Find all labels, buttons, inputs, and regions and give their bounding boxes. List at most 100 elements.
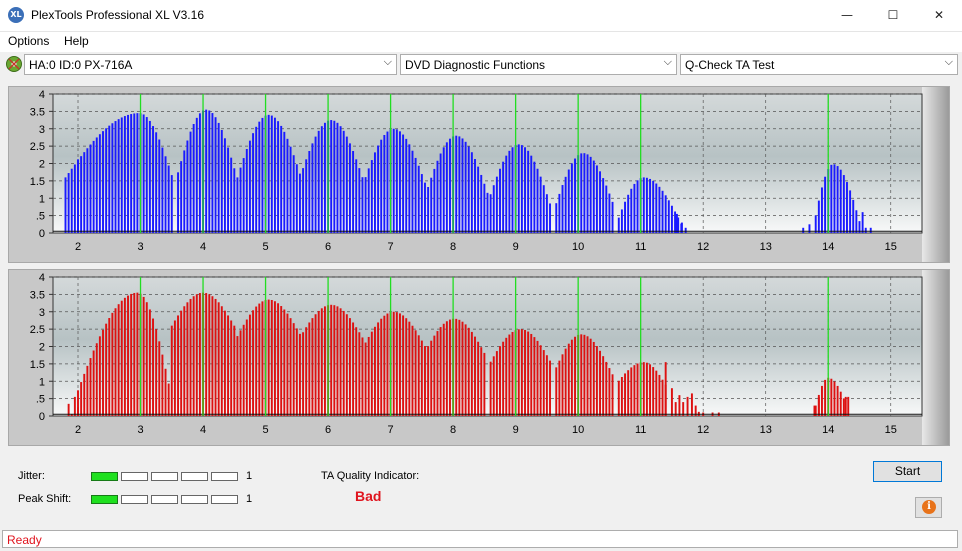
maximize-button[interactable]: ☐ — [887, 8, 899, 22]
chart-bar — [846, 182, 848, 233]
jitter-value: 1 — [246, 470, 253, 482]
chart-bar — [645, 362, 648, 416]
chart-bar — [230, 157, 233, 233]
chart-bar — [527, 331, 530, 416]
x-tick-label: 14 — [822, 241, 834, 253]
chart-bar — [205, 293, 208, 416]
chart-bar — [195, 117, 198, 233]
chart-bar — [564, 348, 567, 416]
menu-help[interactable]: Help — [64, 34, 89, 48]
chart-bar — [608, 368, 611, 416]
chart-bar — [499, 168, 501, 233]
drive-select[interactable]: HA:0 ID:0 PX-716A ⌵ — [24, 54, 397, 75]
chart-bar — [277, 303, 280, 416]
chart-bar — [461, 321, 464, 416]
meter-segment — [121, 495, 148, 504]
chart-bar — [602, 356, 605, 416]
start-button[interactable]: Start — [873, 461, 942, 482]
chevron-down-icon: ⌵ — [383, 56, 392, 68]
test-select[interactable]: Q-Check TA Test ⌵ — [680, 54, 958, 75]
chart-bar — [120, 300, 123, 416]
chart-bar — [436, 160, 439, 233]
chart-bar — [605, 361, 608, 416]
chart-bar — [123, 116, 126, 233]
chart-bar — [455, 135, 458, 233]
close-button[interactable]: ✕ — [933, 8, 945, 22]
chart-bar — [658, 186, 661, 233]
chart-bar — [411, 150, 414, 233]
chart-bar — [136, 113, 139, 233]
chart-bar — [624, 373, 627, 416]
chart-bar — [636, 363, 639, 416]
chart-bar — [298, 333, 301, 416]
ta-quality-label: TA Quality Indicator: — [321, 470, 420, 482]
chart-bar — [114, 308, 117, 416]
x-tick-label: 9 — [513, 241, 519, 253]
chart-bar — [330, 120, 333, 233]
chart-bar — [480, 174, 483, 233]
ta-quality-value: Bad — [355, 488, 382, 504]
function-select-value: DVD Diagnostic Functions — [405, 58, 546, 72]
chart-bar — [367, 336, 370, 416]
chart-bar — [586, 336, 589, 416]
x-tick-label: 4 — [200, 424, 206, 436]
x-tick-label: 2 — [75, 424, 81, 436]
chart-bar — [442, 323, 445, 416]
chart-bar — [277, 121, 280, 233]
chart-bar — [189, 131, 192, 233]
chart-bar — [158, 139, 161, 233]
chart-bar — [336, 122, 339, 233]
minimize-button[interactable]: — — [841, 8, 853, 22]
chart-bar — [505, 337, 508, 416]
chart-bar — [678, 395, 681, 416]
chart-bar — [458, 319, 461, 416]
chart-bar — [642, 362, 645, 416]
chart-bar — [555, 203, 558, 233]
chart-bar — [549, 360, 551, 416]
chart-bar — [227, 315, 230, 416]
chart-bar — [208, 110, 211, 233]
chart-bar — [517, 329, 520, 416]
chart-bar — [83, 152, 86, 233]
menu-bar: Options Help — [0, 32, 962, 52]
chart-bar — [180, 310, 183, 416]
chart-bar — [839, 391, 842, 416]
chart-bar — [380, 318, 383, 416]
chart-bar — [405, 318, 408, 416]
chart-bar — [642, 177, 645, 233]
x-tick-label: 13 — [760, 424, 772, 436]
chart-bar — [499, 346, 501, 416]
chart-bar — [386, 313, 389, 416]
chart-bar — [617, 217, 620, 233]
menu-options[interactable]: Options — [8, 34, 50, 48]
x-tick-label: 13 — [760, 241, 772, 253]
chart-bar — [545, 355, 548, 416]
chart-bar — [427, 186, 430, 233]
chart-bar — [370, 160, 373, 233]
chart-bar — [136, 292, 139, 416]
chart-bar — [323, 306, 326, 416]
chart-bar — [223, 310, 226, 416]
chart-bar — [652, 180, 655, 233]
chart-bar — [258, 121, 261, 233]
chart-bar — [348, 143, 351, 233]
meter-segment — [151, 472, 178, 481]
chart-bar — [624, 201, 627, 233]
function-select[interactable]: DVD Diagnostic Functions ⌵ — [400, 54, 677, 75]
chart-bar — [289, 318, 292, 416]
chart-bar — [852, 199, 855, 233]
chart-bar — [239, 330, 242, 416]
peak-shift-value: 1 — [246, 493, 253, 505]
chart-bar — [374, 326, 376, 416]
chart-bar — [155, 329, 158, 416]
chart-bar — [239, 167, 242, 233]
chart-bar — [123, 297, 126, 416]
chart-bar — [255, 126, 258, 233]
chart-bar — [814, 215, 817, 233]
chart-bar — [464, 141, 467, 233]
title-bar: XL PlexTools Professional XL V3.16 — ☐ ✕ — [0, 0, 962, 32]
info-button[interactable]: i — [915, 497, 942, 518]
chart-bar — [317, 130, 320, 233]
chart-bar — [583, 153, 586, 233]
chart-bar — [148, 309, 151, 416]
